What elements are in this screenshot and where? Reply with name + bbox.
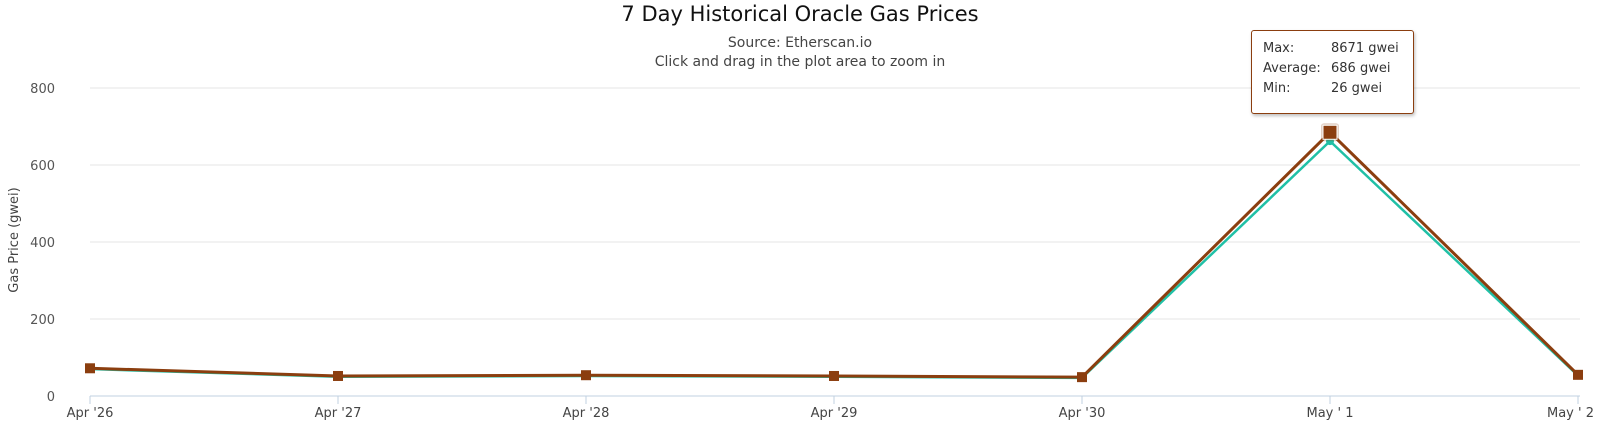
hover-point[interactable]	[1322, 124, 1338, 140]
data-point[interactable]	[1077, 372, 1087, 383]
tooltip-average-value: 686 gwei	[1331, 61, 1391, 76]
tooltip-row-min: Min: 26 gwei	[1263, 81, 1382, 96]
data-point[interactable]	[85, 363, 95, 374]
tooltip-row-average: Average: 686 gwei	[1263, 61, 1390, 76]
y-tick-label: 0	[47, 390, 55, 405]
tooltip-average-label: Average:	[1263, 61, 1321, 76]
chart-title: 7 Day Historical Oracle Gas Prices	[621, 2, 979, 26]
chart-subtitle: Source: Etherscan.io	[727, 35, 873, 51]
y-tick-label: 400	[30, 236, 55, 251]
data-point[interactable]	[581, 370, 591, 381]
x-tick-label: Apr '30	[1059, 406, 1106, 421]
x-tick-label: Apr '28	[563, 406, 610, 421]
y-tick-label: 600	[30, 159, 55, 174]
tooltip-min-label: Min:	[1263, 81, 1291, 96]
tooltip-row-max: Max: 8671 gwei	[1263, 41, 1399, 56]
series-line	[89, 139, 1579, 380]
tooltip-max-value: 8671 gwei	[1331, 41, 1399, 56]
data-point[interactable]	[829, 370, 839, 381]
x-tick-label: May ' 2	[1547, 406, 1594, 421]
series-layer	[85, 123, 1583, 383]
y-axis-ticks: 0 200 400 600 800	[30, 82, 55, 405]
x-tick-label: Apr '29	[811, 406, 858, 421]
tooltip-max-label: Max:	[1263, 41, 1295, 56]
x-axis: Apr '26 Apr '27 Apr '28 Apr '29 Apr '30 May '…	[67, 395, 1594, 421]
x-tick-label: May ' 1	[1307, 406, 1354, 421]
data-point[interactable]	[333, 370, 343, 381]
y-axis-label: Gas Price (gwei)	[7, 187, 22, 292]
y-tick-label: 200	[30, 313, 55, 328]
x-tick-label: Apr '26	[67, 406, 114, 421]
grid-lines	[90, 87, 1580, 320]
data-tooltip: Max: 8671 gwei Average: 686 gwei Min: 26 gw…	[1251, 30, 1414, 114]
data-point[interactable]	[1573, 369, 1583, 380]
zoom-hint: Click and drag in the plot area to zoom …	[654, 54, 946, 70]
y-tick-label: 800	[30, 82, 55, 97]
x-tick-label: Apr '27	[315, 406, 362, 421]
tooltip-min-value: 26 gwei	[1331, 81, 1383, 96]
series-line	[89, 130, 1580, 379]
